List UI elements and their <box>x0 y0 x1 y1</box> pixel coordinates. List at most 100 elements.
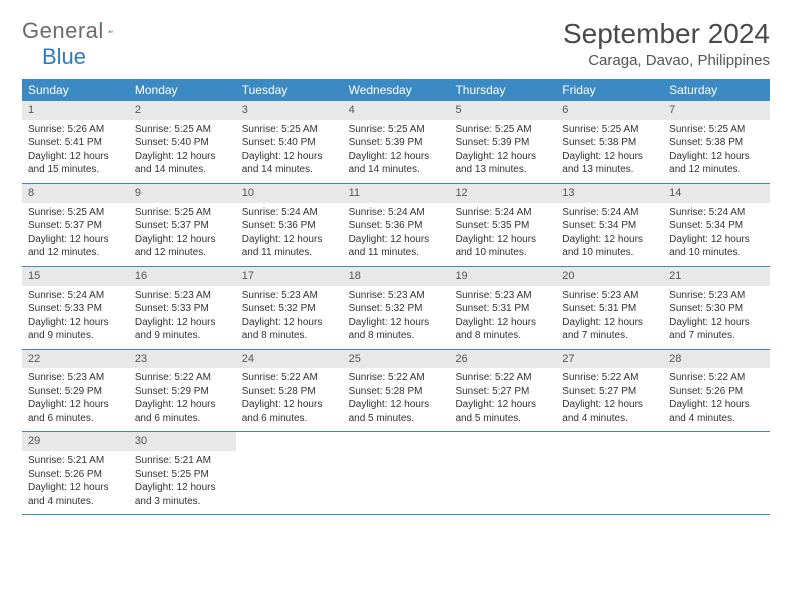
day-number: 26 <box>449 350 556 369</box>
day-cell: 22Sunrise: 5:23 AMSunset: 5:29 PMDayligh… <box>22 350 129 432</box>
day-cell: 1Sunrise: 5:26 AMSunset: 5:41 PMDaylight… <box>22 101 129 183</box>
day-cell: 18Sunrise: 5:23 AMSunset: 5:32 PMDayligh… <box>343 267 450 349</box>
day-cell: 27Sunrise: 5:22 AMSunset: 5:27 PMDayligh… <box>556 350 663 432</box>
day-number: 24 <box>236 350 343 369</box>
logo-sail-icon <box>108 21 113 41</box>
logo-text-2: Blue <box>42 44 86 70</box>
day-details: Sunrise: 5:23 AMSunset: 5:32 PMDaylight:… <box>236 286 343 349</box>
day-cell: 12Sunrise: 5:24 AMSunset: 5:35 PMDayligh… <box>449 184 556 266</box>
day-details: Sunrise: 5:24 AMSunset: 5:33 PMDaylight:… <box>22 286 129 349</box>
weekday-header: Sunday <box>22 79 129 101</box>
week-row: 1Sunrise: 5:26 AMSunset: 5:41 PMDaylight… <box>22 101 770 184</box>
day-cell: 3Sunrise: 5:25 AMSunset: 5:40 PMDaylight… <box>236 101 343 183</box>
weekday-header: Wednesday <box>343 79 450 101</box>
day-number: 1 <box>22 101 129 120</box>
day-details: Sunrise: 5:26 AMSunset: 5:41 PMDaylight:… <box>22 120 129 183</box>
day-details: Sunrise: 5:25 AMSunset: 5:39 PMDaylight:… <box>343 120 450 183</box>
day-cell: 13Sunrise: 5:24 AMSunset: 5:34 PMDayligh… <box>556 184 663 266</box>
month-title: September 2024 <box>563 18 770 50</box>
day-cell: . <box>236 432 343 514</box>
day-cell: . <box>343 432 450 514</box>
day-number: 22 <box>22 350 129 369</box>
day-details: Sunrise: 5:24 AMSunset: 5:35 PMDaylight:… <box>449 203 556 266</box>
day-cell: 24Sunrise: 5:22 AMSunset: 5:28 PMDayligh… <box>236 350 343 432</box>
day-cell: 9Sunrise: 5:25 AMSunset: 5:37 PMDaylight… <box>129 184 236 266</box>
day-details: Sunrise: 5:22 AMSunset: 5:27 PMDaylight:… <box>556 368 663 431</box>
day-number: 12 <box>449 184 556 203</box>
day-number: 9 <box>129 184 236 203</box>
weekday-header: Thursday <box>449 79 556 101</box>
day-details: Sunrise: 5:23 AMSunset: 5:31 PMDaylight:… <box>449 286 556 349</box>
day-details: Sunrise: 5:21 AMSunset: 5:26 PMDaylight:… <box>22 451 129 514</box>
day-cell: 10Sunrise: 5:24 AMSunset: 5:36 PMDayligh… <box>236 184 343 266</box>
day-cell: 11Sunrise: 5:24 AMSunset: 5:36 PMDayligh… <box>343 184 450 266</box>
week-row: 22Sunrise: 5:23 AMSunset: 5:29 PMDayligh… <box>22 350 770 433</box>
day-number: 2 <box>129 101 236 120</box>
day-number: 17 <box>236 267 343 286</box>
day-number: 6 <box>556 101 663 120</box>
day-cell: 5Sunrise: 5:25 AMSunset: 5:39 PMDaylight… <box>449 101 556 183</box>
weekday-header: Tuesday <box>236 79 343 101</box>
day-number: 29 <box>22 432 129 451</box>
day-cell: 21Sunrise: 5:23 AMSunset: 5:30 PMDayligh… <box>663 267 770 349</box>
day-cell: 28Sunrise: 5:22 AMSunset: 5:26 PMDayligh… <box>663 350 770 432</box>
day-cell: 6Sunrise: 5:25 AMSunset: 5:38 PMDaylight… <box>556 101 663 183</box>
day-number: 7 <box>663 101 770 120</box>
day-details: Sunrise: 5:25 AMSunset: 5:38 PMDaylight:… <box>663 120 770 183</box>
day-details: Sunrise: 5:22 AMSunset: 5:28 PMDaylight:… <box>236 368 343 431</box>
day-details: Sunrise: 5:25 AMSunset: 5:38 PMDaylight:… <box>556 120 663 183</box>
logo-text-1: General <box>22 18 104 44</box>
day-cell: 30Sunrise: 5:21 AMSunset: 5:25 PMDayligh… <box>129 432 236 514</box>
day-details: Sunrise: 5:22 AMSunset: 5:28 PMDaylight:… <box>343 368 450 431</box>
day-cell: 4Sunrise: 5:25 AMSunset: 5:39 PMDaylight… <box>343 101 450 183</box>
day-number: 27 <box>556 350 663 369</box>
day-number: 19 <box>449 267 556 286</box>
day-details: Sunrise: 5:22 AMSunset: 5:29 PMDaylight:… <box>129 368 236 431</box>
day-details: Sunrise: 5:25 AMSunset: 5:40 PMDaylight:… <box>236 120 343 183</box>
weekday-header: Friday <box>556 79 663 101</box>
day-number: 5 <box>449 101 556 120</box>
day-cell: 7Sunrise: 5:25 AMSunset: 5:38 PMDaylight… <box>663 101 770 183</box>
weekday-header-row: SundayMondayTuesdayWednesdayThursdayFrid… <box>22 79 770 101</box>
day-cell: 16Sunrise: 5:23 AMSunset: 5:33 PMDayligh… <box>129 267 236 349</box>
day-number: 13 <box>556 184 663 203</box>
day-cell: 23Sunrise: 5:22 AMSunset: 5:29 PMDayligh… <box>129 350 236 432</box>
day-cell: 25Sunrise: 5:22 AMSunset: 5:28 PMDayligh… <box>343 350 450 432</box>
day-number: 28 <box>663 350 770 369</box>
week-row: 8Sunrise: 5:25 AMSunset: 5:37 PMDaylight… <box>22 184 770 267</box>
day-number: 8 <box>22 184 129 203</box>
day-cell: 14Sunrise: 5:24 AMSunset: 5:34 PMDayligh… <box>663 184 770 266</box>
day-cell: . <box>663 432 770 514</box>
weekday-header: Saturday <box>663 79 770 101</box>
day-number: 16 <box>129 267 236 286</box>
day-details: Sunrise: 5:24 AMSunset: 5:36 PMDaylight:… <box>343 203 450 266</box>
day-details: Sunrise: 5:25 AMSunset: 5:40 PMDaylight:… <box>129 120 236 183</box>
day-details: Sunrise: 5:23 AMSunset: 5:31 PMDaylight:… <box>556 286 663 349</box>
day-cell: 15Sunrise: 5:24 AMSunset: 5:33 PMDayligh… <box>22 267 129 349</box>
day-cell: 8Sunrise: 5:25 AMSunset: 5:37 PMDaylight… <box>22 184 129 266</box>
day-number: 18 <box>343 267 450 286</box>
day-number: 3 <box>236 101 343 120</box>
day-cell: 26Sunrise: 5:22 AMSunset: 5:27 PMDayligh… <box>449 350 556 432</box>
day-details: Sunrise: 5:24 AMSunset: 5:34 PMDaylight:… <box>556 203 663 266</box>
day-number: 23 <box>129 350 236 369</box>
logo: General <box>22 18 134 44</box>
day-cell: . <box>449 432 556 514</box>
day-details: Sunrise: 5:23 AMSunset: 5:33 PMDaylight:… <box>129 286 236 349</box>
header: General September 2024 Caraga, Davao, Ph… <box>22 18 770 69</box>
day-cell: 19Sunrise: 5:23 AMSunset: 5:31 PMDayligh… <box>449 267 556 349</box>
day-details: Sunrise: 5:22 AMSunset: 5:26 PMDaylight:… <box>663 368 770 431</box>
day-number: 20 <box>556 267 663 286</box>
day-cell: 29Sunrise: 5:21 AMSunset: 5:26 PMDayligh… <box>22 432 129 514</box>
day-cell: . <box>556 432 663 514</box>
day-details: Sunrise: 5:24 AMSunset: 5:34 PMDaylight:… <box>663 203 770 266</box>
day-details: Sunrise: 5:24 AMSunset: 5:36 PMDaylight:… <box>236 203 343 266</box>
day-cell: 17Sunrise: 5:23 AMSunset: 5:32 PMDayligh… <box>236 267 343 349</box>
day-details: Sunrise: 5:25 AMSunset: 5:37 PMDaylight:… <box>129 203 236 266</box>
day-number: 11 <box>343 184 450 203</box>
day-details: Sunrise: 5:23 AMSunset: 5:30 PMDaylight:… <box>663 286 770 349</box>
location: Caraga, Davao, Philippines <box>563 52 770 69</box>
day-number: 25 <box>343 350 450 369</box>
day-number: 30 <box>129 432 236 451</box>
day-cell: 2Sunrise: 5:25 AMSunset: 5:40 PMDaylight… <box>129 101 236 183</box>
